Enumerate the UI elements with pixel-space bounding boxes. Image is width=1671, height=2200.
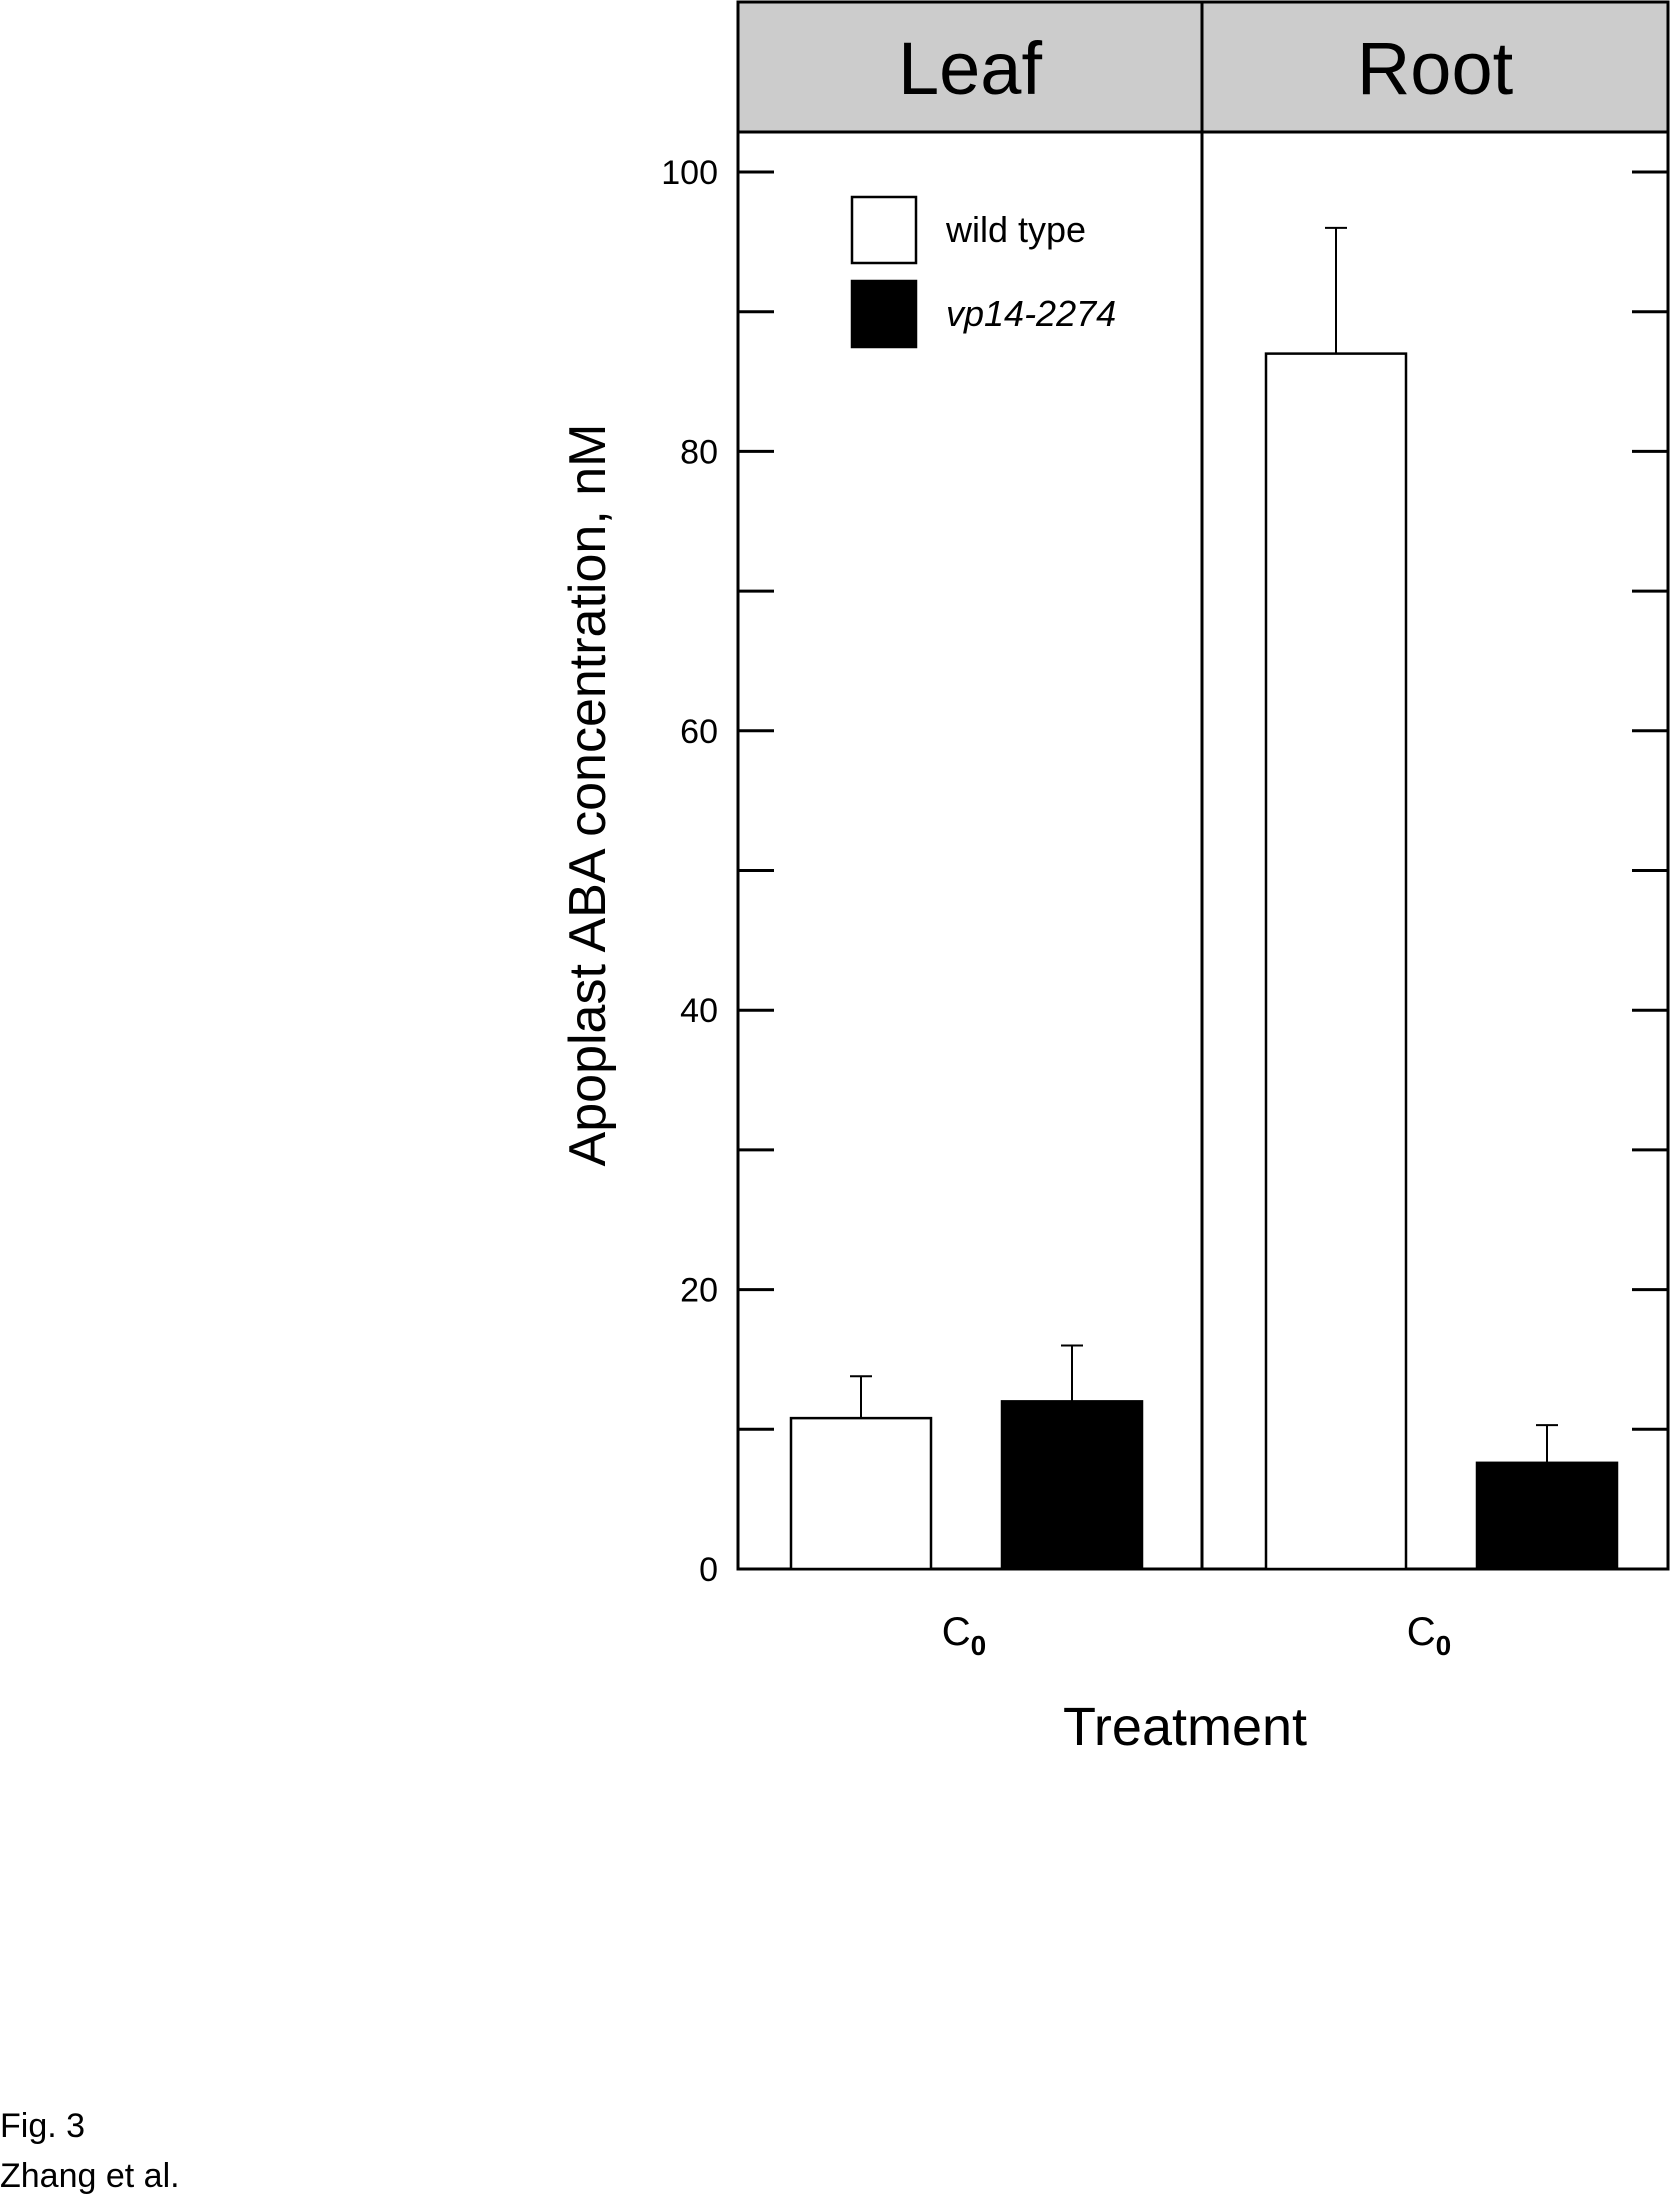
- panel-header-leaf: [736, 0, 1204, 134]
- x-axis: C0 C0: [942, 1610, 1451, 1661]
- legend: wild type vp14-2274: [850, 195, 1116, 349]
- y-tick-label: 60: [680, 713, 718, 751]
- legend-label-wild-type: wild type: [945, 209, 1086, 250]
- bar-root-mutant: [1475, 1461, 1619, 1571]
- y-axis: 0 20 40 60 80 100: [661, 154, 1668, 1589]
- panel-label-root: Root: [1357, 27, 1514, 110]
- plot-frame: [736, 130, 1670, 1571]
- figure-caption-label: Fig. 3: [0, 2107, 86, 2145]
- panel-headers: Leaf Root: [736, 0, 1670, 134]
- legend-label-mutant: vp14-2274: [946, 293, 1116, 334]
- y-tick-label: 20: [680, 1272, 718, 1310]
- figure-caption-authors: Zhang et al.: [0, 2157, 180, 2195]
- y-tick-label: 100: [661, 154, 718, 192]
- bar-leaf-wild-type: [789, 1416, 933, 1571]
- bar-leaf-mutant: [1000, 1400, 1144, 1571]
- x-axis-title: Treatment: [1063, 1697, 1307, 1757]
- x-tick-label: C0: [1407, 1610, 1451, 1661]
- y-axis-title: Apoplast ABA concentration, nM: [559, 424, 617, 1167]
- bar-root-wild-type: [1264, 352, 1408, 1571]
- x-tick-label: C0: [942, 1610, 986, 1661]
- y-tick-label: 80: [680, 433, 718, 471]
- bars: [789, 352, 1619, 1571]
- y-tick-label: 40: [680, 992, 718, 1030]
- legend-swatch-mutant: [850, 279, 918, 349]
- legend-swatch-wild-type: [850, 195, 918, 265]
- error-bars: [850, 226, 1558, 1463]
- panel-label-leaf: Leaf: [898, 27, 1042, 110]
- panel-header-root: [1200, 0, 1670, 134]
- y-tick-label: 0: [699, 1551, 718, 1589]
